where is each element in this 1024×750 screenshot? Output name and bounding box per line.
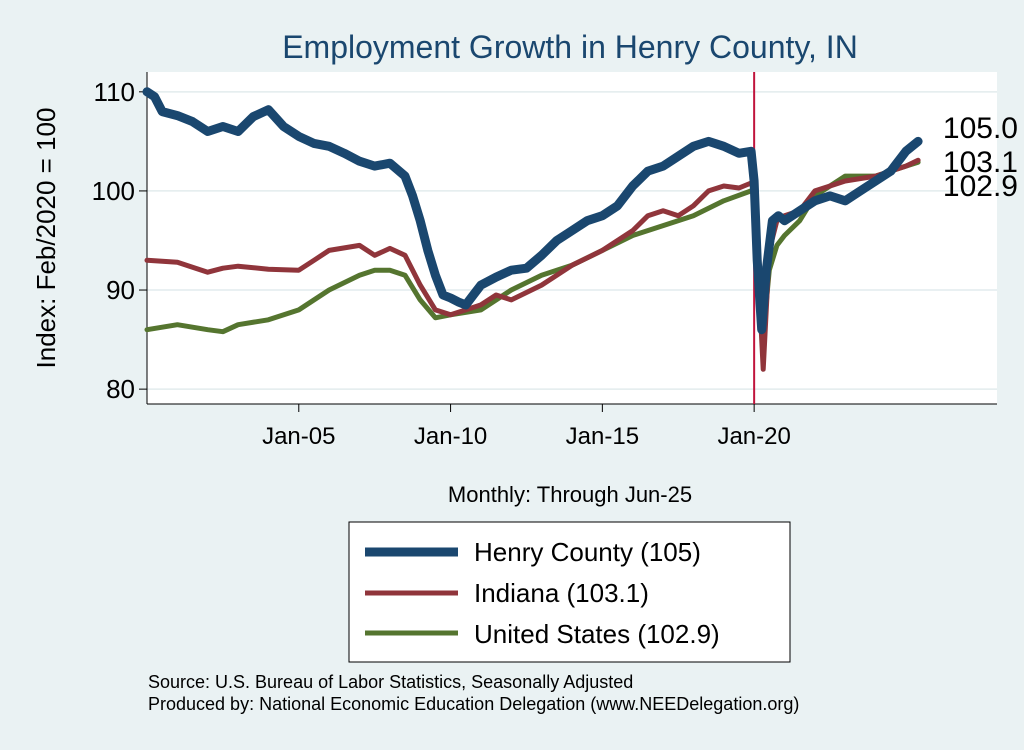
series-line-henry-county	[142, 87, 923, 335]
y-tick-label: 100	[92, 176, 135, 206]
legend-label-henry-county: Henry County (105)	[474, 537, 701, 567]
x-tick-label: Jan-05	[262, 423, 335, 450]
legend-label-indiana: Indiana (103.1)	[474, 578, 649, 608]
chart-title: Employment Growth in Henry County, IN	[282, 29, 858, 65]
end-label-indiana: 103.1	[943, 146, 1018, 179]
legend: Henry County (105) Indiana (103.1) Unite…	[348, 521, 791, 663]
y-tick-label: 110	[94, 77, 135, 107]
producer-note: Produced by: National Economic Education…	[148, 694, 799, 714]
axes: 80 90 100 110 Jan-05 Jan-10 Jan-15 Jan-20	[92, 72, 997, 450]
series-lines	[142, 72, 923, 404]
x-axis-label: Monthly: Through Jun-25	[448, 482, 692, 507]
legend-label-united-states: United States (102.9)	[474, 619, 720, 649]
x-tick-label: Jan-20	[717, 423, 790, 450]
end-label-henry-county: 105.0	[943, 112, 1018, 145]
x-tick-label: Jan-10	[414, 423, 487, 450]
end-label-united-states: 102.9	[943, 170, 1018, 203]
source-note: Source: U.S. Bureau of Labor Statistics,…	[148, 672, 633, 692]
y-tick-label: 90	[106, 275, 135, 305]
y-axis-label: Index: Feb/2020 = 100	[31, 108, 61, 369]
y-tick-label: 80	[106, 374, 135, 404]
x-tick-label: Jan-15	[566, 423, 639, 450]
